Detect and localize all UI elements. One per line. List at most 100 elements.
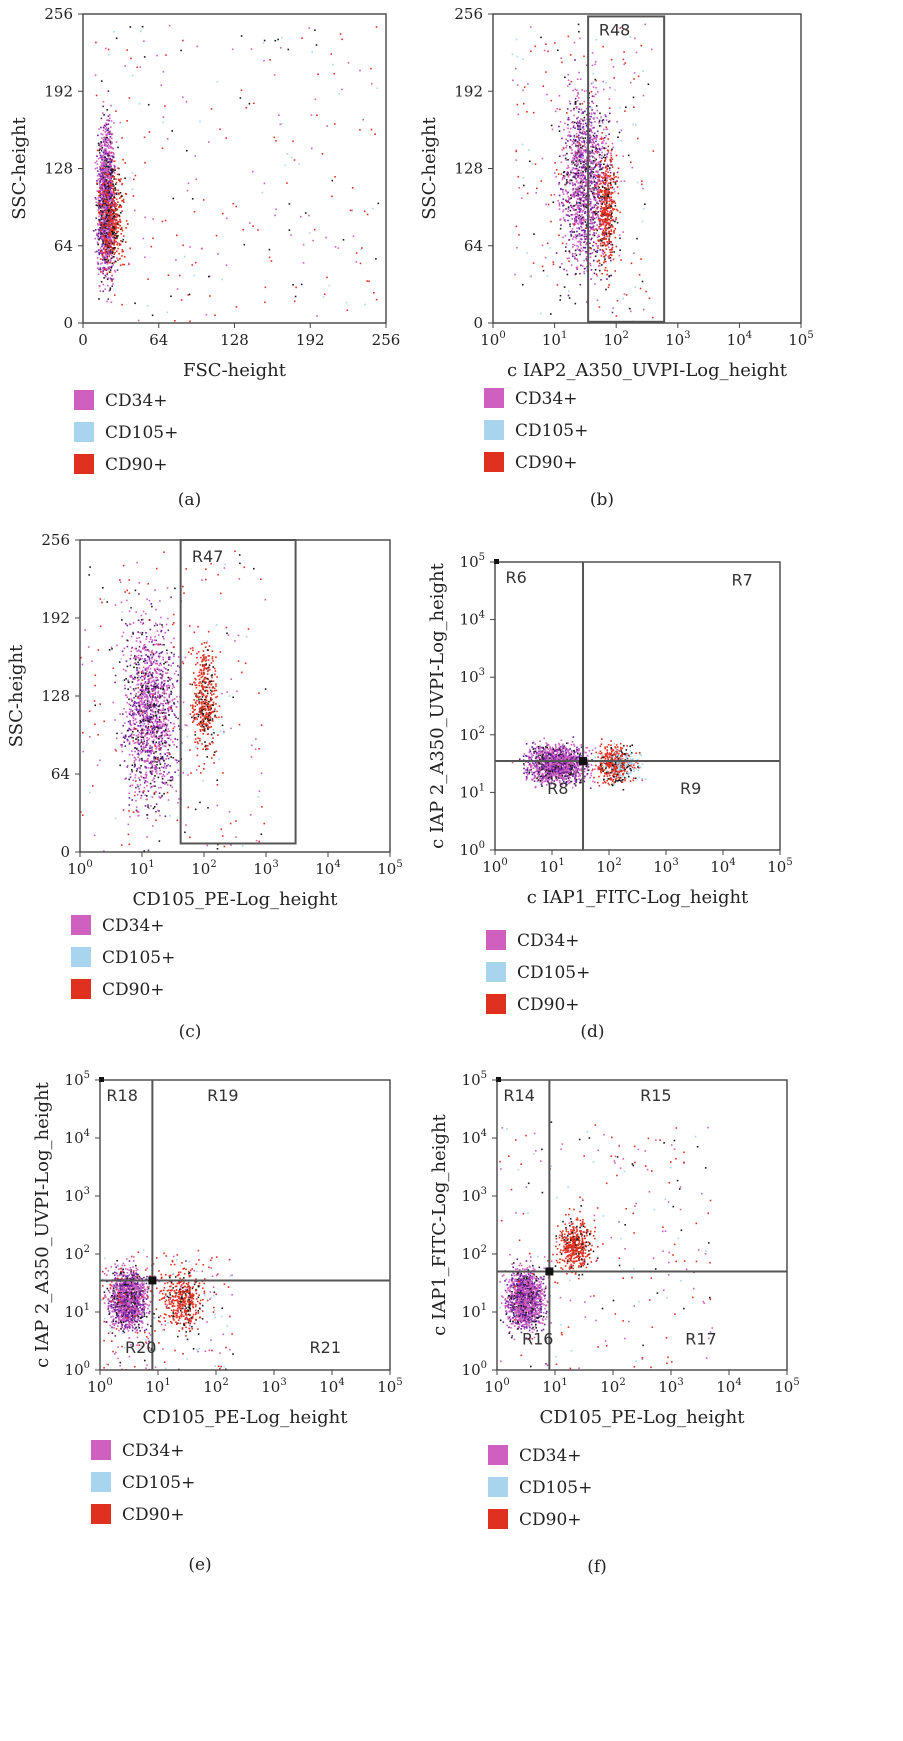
legend-label: CD90+ <box>515 453 578 473</box>
y-tick-label: 101 <box>462 1302 487 1321</box>
y-tick-label: 104 <box>65 1128 90 1147</box>
legend-label: CD34+ <box>105 391 168 411</box>
y-axis-label: SSC-height <box>9 116 30 219</box>
legend-swatch <box>484 388 504 408</box>
region-label-r21: R21 <box>310 1338 341 1357</box>
legend-swatch <box>71 947 91 967</box>
region-label-r6: R6 <box>505 568 526 587</box>
x-tick-label: 102 <box>603 330 628 349</box>
y-tick-label: 64 <box>54 237 73 255</box>
y-tick-label: 103 <box>65 1186 90 1205</box>
y-tick-label: 128 <box>454 160 483 178</box>
panel-caption: (d) <box>580 1022 604 1042</box>
legend-swatch <box>488 1445 508 1465</box>
scatter-points <box>80 550 267 852</box>
legend-swatch <box>74 454 94 474</box>
y-axis-label: SSC-height <box>6 644 27 747</box>
panel-d: R6 R7 R8 R9 100 101 102 103 104 105 100 101 102 103 10… <box>427 552 793 1042</box>
x-axis-label: FSC-height <box>183 360 287 381</box>
legend-label: CD105+ <box>517 963 590 983</box>
y-tick-label: 104 <box>460 610 485 629</box>
legend-swatch <box>91 1472 111 1492</box>
gate-r48 <box>587 15 666 323</box>
quadrant-handle <box>148 1276 157 1285</box>
x-tick-label: 100 <box>482 857 507 876</box>
legend-label: CD34+ <box>515 389 578 409</box>
y-tick-label: 105 <box>65 1070 90 1089</box>
x-tick-label: 100 <box>480 330 505 349</box>
quadrant-handle <box>579 757 588 766</box>
y-tick-label: 104 <box>462 1128 487 1147</box>
panel-caption: (c) <box>179 1022 202 1042</box>
legend-swatch <box>484 452 504 472</box>
population-mixed <box>94 24 380 323</box>
x-tick-label: 256 <box>372 331 401 349</box>
x-tick-label: 100 <box>484 1377 509 1396</box>
y-tick-label: 256 <box>41 531 70 549</box>
x-tick-label: 101 <box>542 330 567 349</box>
y-tick-label: 0 <box>60 843 70 861</box>
y-tick-label: 100 <box>460 840 485 859</box>
x-tick-label: 101 <box>145 1377 170 1396</box>
gate-r47 <box>179 539 297 845</box>
x-tick-label: 103 <box>658 1377 683 1396</box>
x-axis-label: c IAP1_FITC-Log_height <box>527 887 749 908</box>
y-tick-label: 128 <box>41 687 70 705</box>
region-label-r19: R19 <box>207 1086 238 1105</box>
legend-label: CD34+ <box>122 1441 185 1461</box>
y-axis-label: c IAP 2_A350_UVPI-Log_height <box>427 562 448 848</box>
legend-label: CD105+ <box>105 423 178 443</box>
legend-swatch <box>484 420 504 440</box>
y-tick-label: 256 <box>454 5 483 23</box>
legend-swatch <box>74 422 94 442</box>
legend: CD34+ CD105+ CD90+ <box>71 915 175 1000</box>
legend-label: CD90+ <box>102 980 165 1000</box>
x-tick-label: 103 <box>653 857 678 876</box>
population-mixed <box>511 23 655 323</box>
y-tick-label: 105 <box>460 552 485 571</box>
x-tick-label: 105 <box>767 857 792 876</box>
y-tick-label: 192 <box>44 82 73 100</box>
x-tick-label: 100 <box>87 1377 112 1396</box>
legend-label: CD90+ <box>122 1505 185 1525</box>
plot-frame <box>99 1079 391 1371</box>
y-tick-label: 128 <box>44 160 73 178</box>
population-cd34plus <box>92 90 120 303</box>
legend-swatch <box>91 1504 111 1524</box>
x-axis-label: CD105_PE-Log_height <box>143 1407 349 1428</box>
x-tick-label: 100 <box>67 859 92 878</box>
population-cd34plus <box>103 1256 154 1343</box>
y-tick-label: 102 <box>460 725 485 744</box>
x-tick-label: 105 <box>774 1377 799 1396</box>
legend-label: CD34+ <box>519 1446 582 1466</box>
legend-swatch <box>71 915 91 935</box>
legend-swatch <box>486 994 506 1014</box>
population-cd90plus <box>155 1260 209 1337</box>
x-tick-label: 0 <box>78 331 88 349</box>
corner-marker <box>496 1077 501 1082</box>
legend-label: CD90+ <box>519 1510 582 1530</box>
y-tick-label: 256 <box>44 5 73 23</box>
y-tick-label: 0 <box>473 314 483 332</box>
x-axis-label: c IAP2_A350_UVPI-Log_height <box>507 360 788 381</box>
legend-swatch <box>486 962 506 982</box>
x-tick-label: 103 <box>665 330 690 349</box>
legend-swatch <box>71 979 91 999</box>
legend-label: CD90+ <box>105 455 168 475</box>
plot-frame <box>494 561 781 851</box>
legend-label: CD34+ <box>102 916 165 936</box>
y-tick-label: 103 <box>460 667 485 686</box>
y-axis-label: SSC-height <box>419 116 440 219</box>
x-tick-label: 192 <box>296 331 325 349</box>
panel-caption: (a) <box>178 490 201 510</box>
legend-label: CD105+ <box>122 1473 195 1493</box>
panel-b: R48 100 101 102 103 104 105 0 64 128 192 256 c IAP2_… <box>419 5 814 510</box>
legend: CD34+ CD105+ CD90+ <box>484 388 588 473</box>
x-tick-label: 104 <box>319 1377 344 1396</box>
population-cd34plus <box>499 1256 552 1343</box>
panel-a: 0 64 128 192 256 0 64 128 192 256 FSC-height SSC-he… <box>9 5 400 510</box>
x-tick-label: 64 <box>149 331 168 349</box>
x-tick-label: 104 <box>315 859 340 878</box>
panel-f: R14 R15 R16 R17 100 101 102 103 104 105 100 101 102 1… <box>429 1070 800 1577</box>
